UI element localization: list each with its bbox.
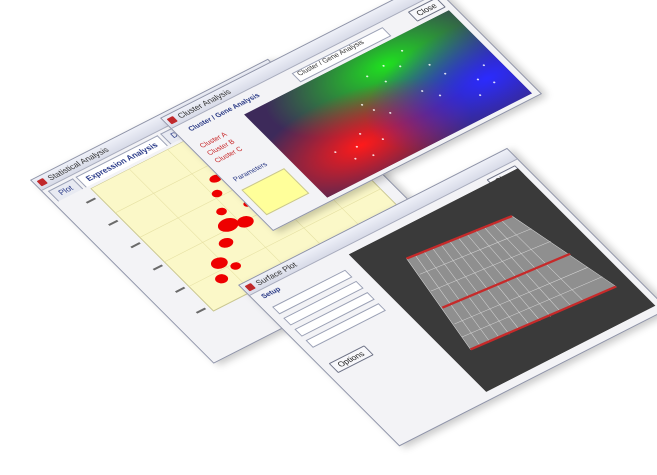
heatmap-dots [334, 49, 496, 160]
cluster-window: Cluster Analysis Close Cluster / Gene An… [160, 0, 543, 232]
options-button[interactable]: Options [328, 345, 374, 374]
cluster-heatmap [243, 10, 533, 198]
app-icon [36, 177, 48, 187]
surface-highlight-lines [405, 215, 617, 351]
heatmap-blue-region [243, 10, 533, 198]
app-icon [244, 282, 256, 292]
scatter-y-ticks [85, 197, 207, 314]
cluster-legend: Cluster A Cluster B Cluster C [199, 122, 264, 165]
surface-window: Surface Plot Close Setup Options [238, 147, 657, 447]
surface-mesh [406, 215, 617, 350]
surface-plot [348, 168, 656, 392]
app-icon [166, 115, 178, 125]
